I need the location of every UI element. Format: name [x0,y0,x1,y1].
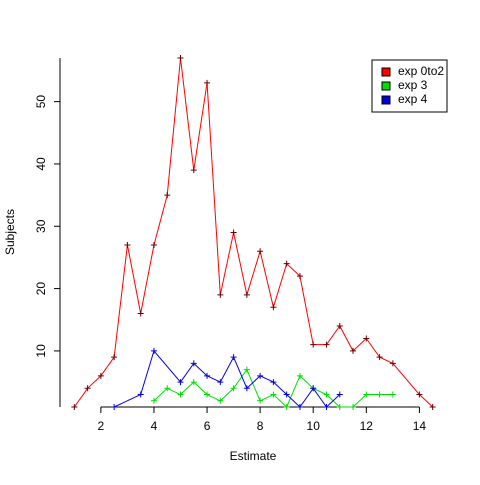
y-tick-label: 50 [34,95,48,109]
x-tick-label: 6 [204,419,211,433]
x-axis-label: Estimate [230,449,277,463]
legend-swatch [381,81,391,91]
point [270,304,277,311]
x-tick-label: 8 [257,419,264,433]
series-line [153,368,393,408]
point [84,385,91,392]
point [243,291,250,298]
point [257,248,264,255]
point [164,192,171,199]
point [270,391,277,398]
point [416,391,423,398]
x-tick-label: 2 [98,419,105,433]
point [230,385,237,392]
point [190,360,197,367]
legend-label: exp 3 [398,78,428,92]
point [376,391,383,398]
y-tick-label: 10 [34,344,48,358]
point [323,404,330,410]
point [243,366,250,373]
point [97,372,104,379]
point [336,322,343,329]
point [217,397,224,404]
point [243,385,250,392]
point [177,391,184,398]
point [124,241,131,248]
y-tick-label: 20 [34,282,48,296]
x-tick-label: 4 [151,419,158,433]
point [323,341,330,348]
series-line [113,349,341,408]
point [257,397,264,404]
point [296,404,303,410]
point [389,360,396,367]
point [177,55,184,61]
legend-label: exp 0to2 [398,64,444,78]
point [190,379,197,386]
y-tick-label: 40 [34,157,48,171]
point [217,379,224,386]
legend-swatch [381,67,391,77]
point [150,241,157,248]
x-tick-label: 10 [307,419,321,433]
y-tick-label: 30 [34,219,48,233]
point [177,379,184,386]
legend-label: exp 4 [398,92,428,106]
point [350,404,357,410]
x-tick-label: 14 [413,419,427,433]
point [230,229,237,236]
point [230,354,237,361]
point [204,79,211,86]
legend-swatch [381,95,391,105]
point [363,391,370,398]
point [150,347,157,354]
point [164,385,171,392]
point [429,404,436,410]
point [190,167,197,174]
point [350,347,357,354]
point [217,291,224,298]
point [296,372,303,379]
point [283,260,290,267]
point [270,379,277,386]
point [204,391,211,398]
point [137,310,144,317]
point [150,397,157,404]
point [336,391,343,398]
point [283,404,290,410]
point [257,372,264,379]
point [296,273,303,280]
point [336,404,343,410]
point [71,404,78,410]
point [204,372,211,379]
y-axis-label: Subjects [3,209,17,255]
point [363,335,370,342]
point [111,354,118,361]
point [283,391,290,398]
point [310,341,317,348]
point [310,385,317,392]
x-tick-label: 12 [360,419,374,433]
point [111,404,118,410]
point [389,391,396,398]
point [376,354,383,361]
point [137,391,144,398]
point [323,391,330,398]
